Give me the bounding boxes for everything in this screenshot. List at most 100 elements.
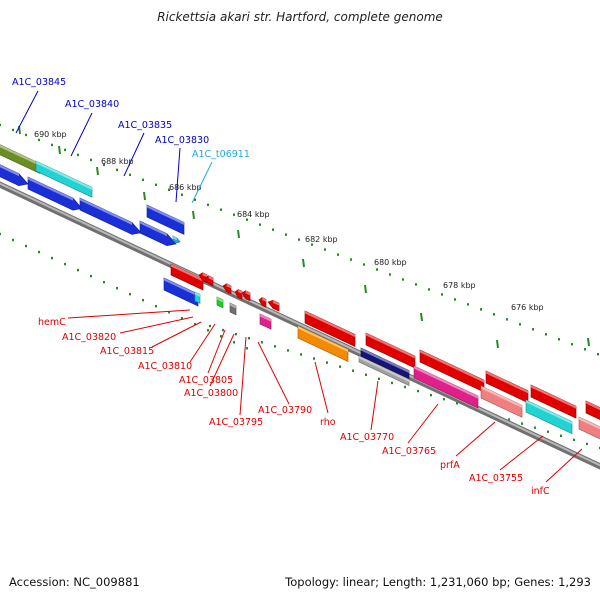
scale-tick-upper — [337, 253, 339, 256]
scale-tick-lower — [248, 337, 250, 340]
gene-highlight — [579, 417, 600, 430]
scale-tick-lower — [116, 286, 118, 290]
scale-tick-lower — [181, 317, 183, 320]
scale-tick-upper — [298, 238, 300, 241]
scale-label: 678 kbp — [443, 281, 476, 290]
gene-label-forward: A1C_03835 — [118, 120, 172, 131]
gene-highlight — [226, 283, 231, 289]
gene-highlight — [140, 221, 167, 237]
gene-label-reverse: hemC — [38, 317, 66, 328]
gene-highlight — [305, 311, 355, 337]
scale-tick-lower — [443, 398, 445, 401]
gene-feature — [258, 297, 267, 308]
genome-summary-text: Topology: linear; Length: 1,231,060 bp; … — [285, 575, 591, 589]
gene-label-reverse: prfA — [440, 460, 460, 471]
gene-highlight — [195, 292, 200, 297]
label-leader — [455, 421, 496, 457]
scale-tick-lower — [12, 238, 14, 242]
scale-label: 686 kbp — [169, 183, 202, 192]
label-leader — [70, 112, 93, 157]
gene-feature — [139, 220, 177, 247]
scale-tick-upper — [168, 188, 170, 191]
scale-tick-lower — [38, 250, 40, 254]
scale-tick-upper — [129, 173, 131, 177]
scale-label: 688 kbp — [101, 157, 134, 166]
gene-label-reverse: A1C_03815 — [100, 346, 154, 357]
scale-tick-upper — [454, 298, 456, 301]
gene-feature — [170, 263, 204, 291]
label-leader — [175, 147, 181, 203]
gene-feature — [229, 302, 237, 316]
scale-tick-upper — [25, 133, 27, 137]
gene-highlight — [217, 297, 223, 303]
label-leader — [545, 448, 583, 483]
gene-feature — [234, 289, 243, 300]
scale-tick-lower — [103, 280, 105, 284]
scale-tick-upper — [441, 293, 443, 296]
scale-tick-upper — [285, 233, 287, 236]
scale-tick-lower — [573, 438, 575, 442]
gene-feature — [358, 355, 410, 386]
scale-tick-lower — [560, 434, 562, 437]
label-leader — [257, 341, 290, 405]
scale-tick-lower — [194, 323, 196, 326]
scale-tick-lower — [155, 304, 157, 308]
scale-tick-upper — [233, 213, 235, 216]
scale-tick-upper — [545, 333, 547, 336]
gene-highlight — [531, 385, 576, 409]
trna-feature — [172, 235, 181, 244]
scale-tick-lower — [508, 418, 510, 421]
genome-backbone — [0, 181, 600, 470]
gene-highlight — [526, 400, 572, 425]
scale-tick-lower — [287, 349, 289, 352]
scale-tick-lower — [168, 311, 170, 314]
scale-tick-lower — [0, 232, 1, 236]
scale-tick-upper — [389, 273, 391, 276]
gene-highlight — [245, 290, 250, 296]
scale-tick-lower — [391, 381, 393, 385]
gene-feature — [365, 332, 416, 369]
scale-tick-lower — [417, 389, 419, 393]
gene-highlight — [262, 297, 266, 302]
scale-tick-lower — [235, 332, 237, 336]
scale-tick-lower — [209, 324, 211, 328]
scale-tick-upper — [272, 228, 274, 231]
gene-label-forward: A1C_03830 — [155, 135, 209, 146]
label-leader — [209, 333, 235, 387]
gene-label-reverse: A1C_03800 — [184, 388, 238, 399]
gene-highlight — [230, 303, 236, 309]
scale-tick-upper — [220, 208, 222, 211]
label-leader — [370, 380, 379, 431]
scale-tick-lower — [352, 369, 354, 372]
gene-highlight — [164, 278, 198, 297]
scale-major-tick — [420, 312, 423, 322]
label-leader — [314, 361, 329, 414]
scale-tick-upper — [350, 258, 352, 261]
accession-text: Accession: NC_009881 — [9, 575, 140, 589]
scale-tick-upper — [519, 323, 521, 326]
scale-tick-lower — [313, 357, 315, 360]
gene-feature — [222, 283, 232, 295]
gene-feature — [585, 400, 600, 420]
gene-feature — [419, 349, 485, 393]
label-leader — [67, 309, 191, 319]
gene-label-trna: A1C_t06911 — [192, 149, 250, 160]
gene-feature — [267, 300, 280, 312]
gene-highlight — [0, 144, 40, 167]
genome-title: Rickettsia akari str. Hartford, complete… — [157, 10, 443, 24]
scale-tick-lower — [51, 256, 53, 260]
scale-major-tick — [496, 339, 499, 349]
scale-tick-upper — [155, 183, 157, 186]
gene-highlight — [298, 326, 348, 352]
scale-tick-lower — [404, 385, 406, 389]
scale-tick-lower — [207, 329, 209, 332]
label-leader — [191, 161, 213, 204]
scale-tick-upper — [376, 268, 378, 271]
label-leader — [123, 132, 145, 177]
gene-label-reverse: A1C_03795 — [209, 417, 263, 428]
scale-tick-upper — [532, 328, 534, 331]
scale-tick-lower — [246, 347, 248, 350]
scale-tick-upper — [363, 263, 365, 266]
gene-label-reverse: A1C_03820 — [62, 332, 116, 343]
